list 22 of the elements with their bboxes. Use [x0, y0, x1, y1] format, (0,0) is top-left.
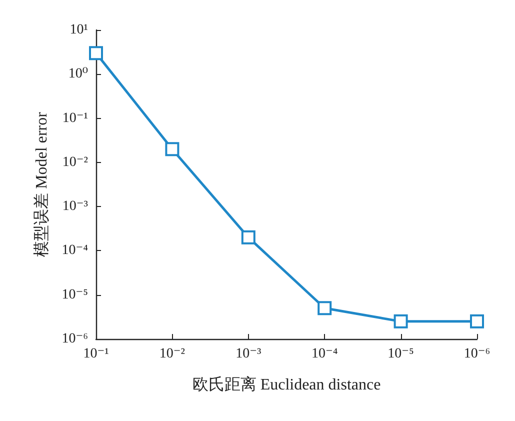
point — [241, 230, 256, 244]
x-tick-label: 10⁻¹ — [83, 346, 109, 362]
point — [89, 46, 103, 60]
y-tick-label: 10⁻¹ — [62, 110, 88, 126]
x-tick-label: 10⁻⁴ — [311, 346, 338, 362]
y-tick-label: 10⁰ — [68, 66, 88, 82]
point — [318, 301, 332, 316]
x-axis-title: 欧氏距离 Euclidean distance — [192, 376, 381, 394]
x-tick-label: 10⁻³ — [236, 346, 262, 362]
point — [394, 314, 408, 328]
y-tick-label: 10⁻⁴ — [62, 243, 88, 258]
point — [165, 142, 180, 156]
y-axis-title: 模型误差 Model error — [32, 111, 50, 257]
y-tick-label: 10⁻³ — [62, 199, 88, 214]
y-tick-label: 10⁻⁶ — [62, 332, 88, 346]
point — [470, 314, 484, 328]
y-tick-label: 10⁻² — [62, 154, 88, 170]
x-tick-label: 10⁻² — [159, 346, 185, 362]
y-tick-label: 10⁻⁵ — [62, 287, 88, 302]
x-tick-label: 10⁻⁶ — [464, 346, 490, 362]
x-tick-label: 10⁻⁵ — [388, 346, 414, 362]
y-tick-label: 10¹ — [70, 22, 88, 38]
